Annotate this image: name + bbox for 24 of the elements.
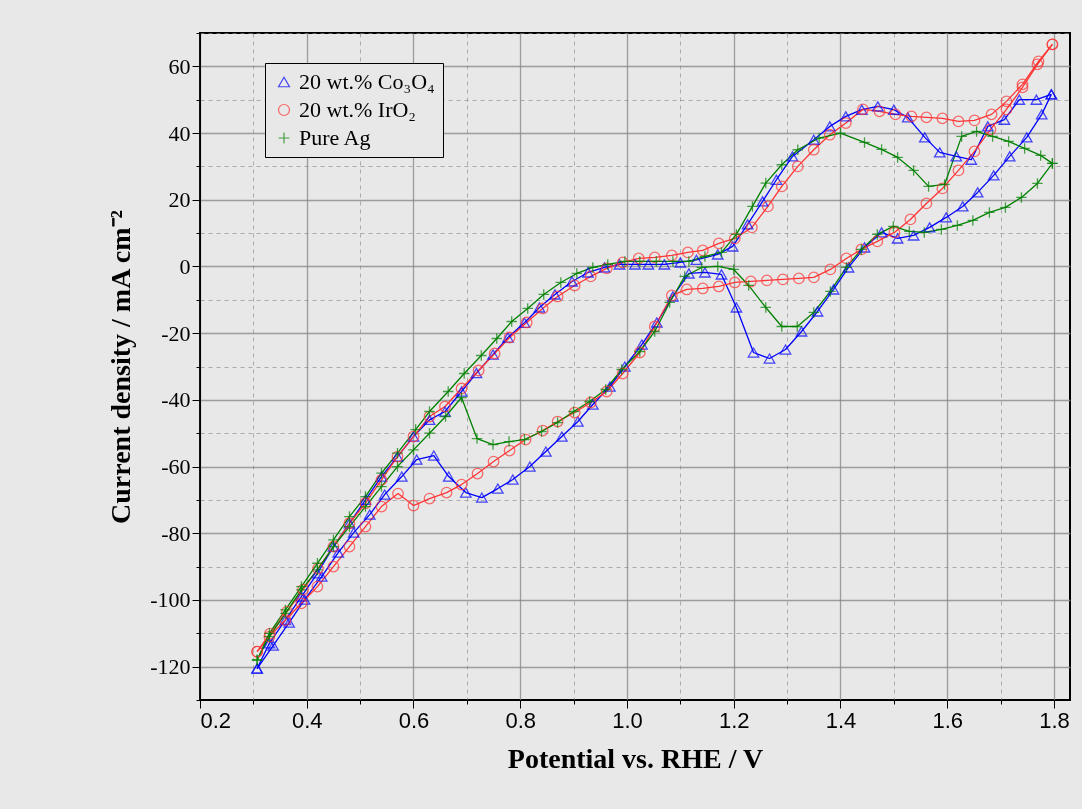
y-tick-label: -60 — [161, 454, 191, 480]
x-tick-label: 1.6 — [932, 707, 964, 733]
x-tick-label: 1.8 — [1039, 707, 1070, 733]
x-tick-label: 1.0 — [612, 707, 643, 733]
x-tick-label: 1.2 — [718, 707, 750, 733]
y-tick-label: -20 — [161, 320, 191, 346]
y-tick-label: -80 — [161, 520, 191, 546]
x-tick-label: 0.8 — [505, 707, 537, 733]
x-tick-label: 0.2 — [200, 707, 232, 733]
y-tick-label: 0 — [179, 253, 191, 279]
y-tick-label: -40 — [161, 387, 191, 413]
y-tick-label: -100 — [150, 587, 191, 613]
y-tick-label: -120 — [150, 654, 191, 680]
x-axis-title: Potential vs. RHE / V — [507, 742, 764, 774]
y-axis-title: Current density / mA cm⁻² — [105, 210, 137, 524]
y-tick-label: 40 — [168, 120, 191, 146]
legend-label: 20 wt.% IrO₂ — [299, 97, 417, 122]
legend-label: 20 wt.% Co₃O₄ — [299, 69, 435, 94]
x-tick-label: 0.4 — [291, 707, 323, 733]
x-tick-label: 0.6 — [398, 707, 430, 733]
y-tick-label: 60 — [168, 53, 191, 79]
y-tick-label: 20 — [168, 187, 191, 213]
x-tick-label: 1.4 — [825, 707, 857, 733]
legend-label: Pure Ag — [299, 125, 371, 150]
